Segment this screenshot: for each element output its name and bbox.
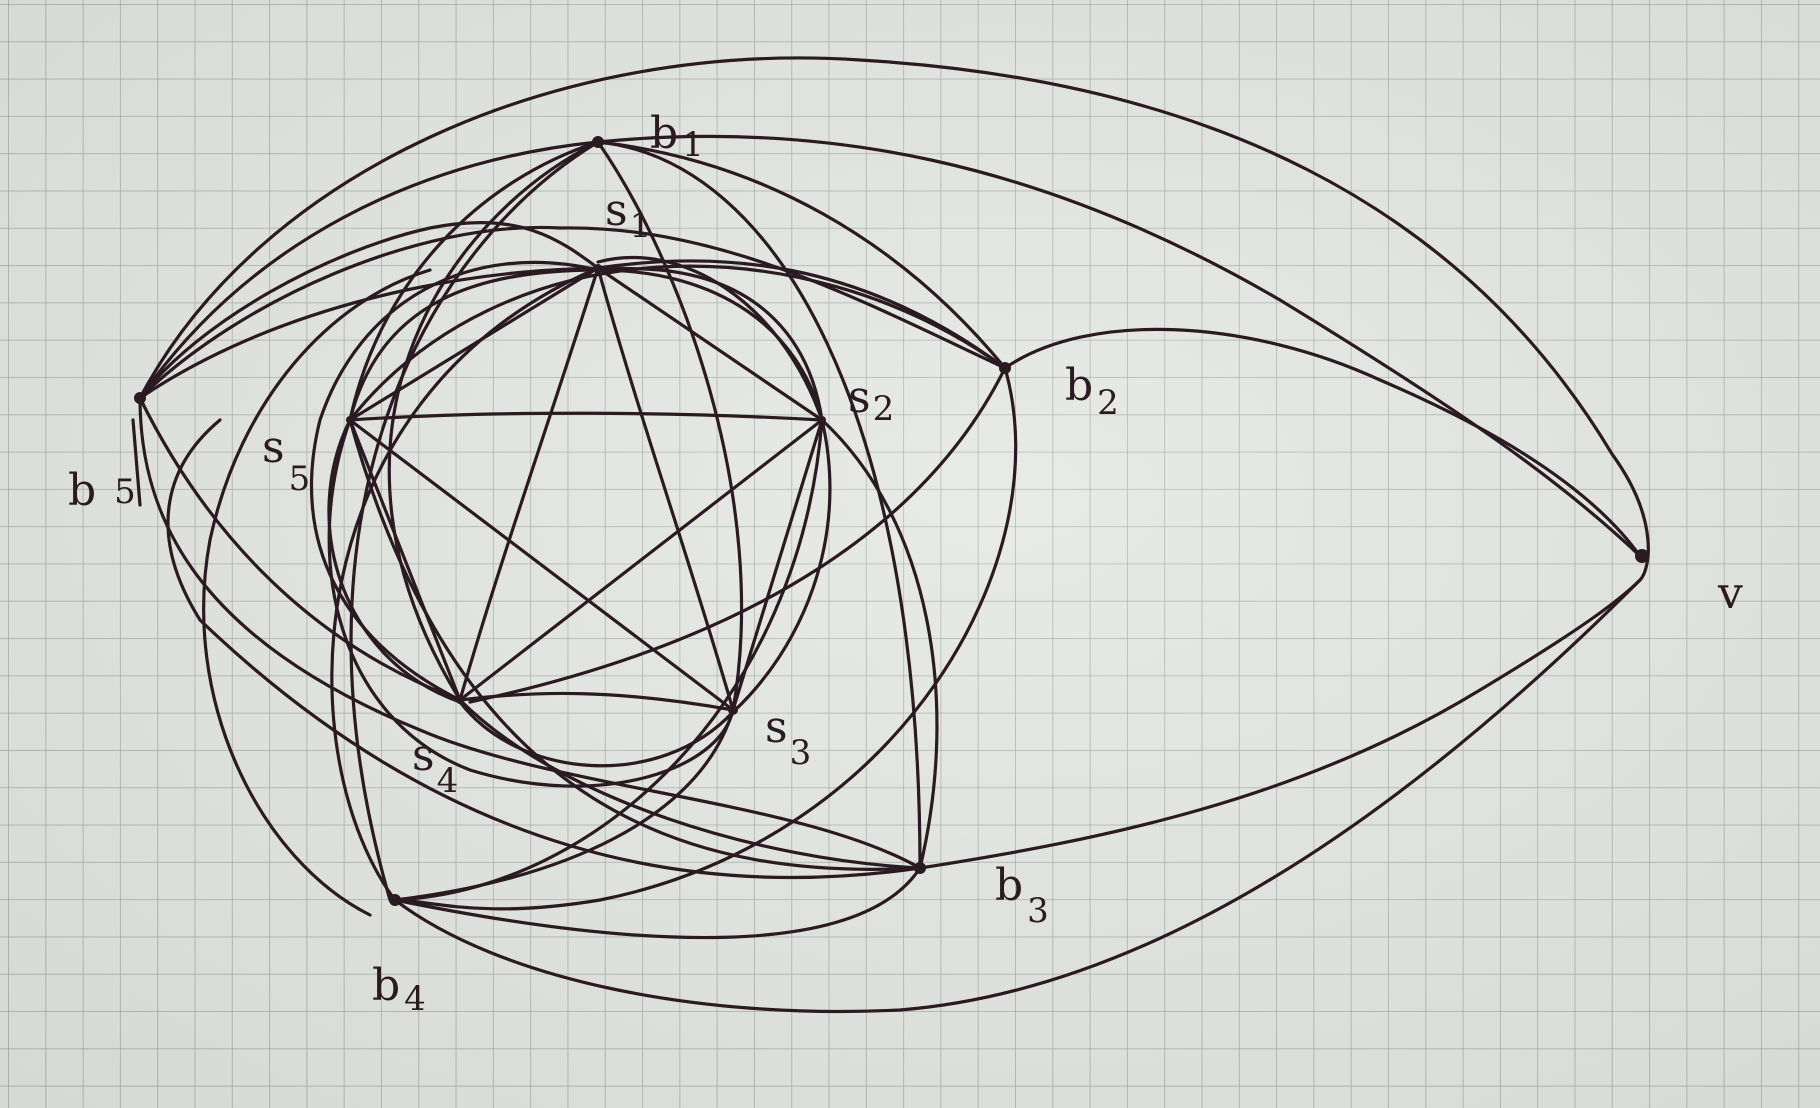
edge-b2-v bbox=[1003, 327, 1642, 558]
edge-b3-s5 bbox=[348, 418, 922, 871]
vertex-s5 bbox=[346, 416, 354, 424]
vertex-s4 bbox=[456, 696, 464, 704]
label-s1: s1 bbox=[605, 185, 651, 246]
label-s2: s2 bbox=[848, 372, 894, 429]
vertex-b4 bbox=[389, 894, 401, 906]
edge-s1-s4 bbox=[458, 266, 600, 702]
edge-b3-s2 bbox=[820, 418, 939, 870]
label-s4: s4 bbox=[412, 730, 458, 801]
edge-b1top-v bbox=[596, 134, 1642, 558]
inner-star bbox=[348, 266, 824, 712]
edge-b1-b4-stroke bbox=[131, 418, 142, 507]
edge-b2-b4 bbox=[393, 366, 1018, 911]
edge-b1-b2-upper bbox=[138, 225, 1007, 400]
edge-b1-s4 bbox=[138, 396, 462, 702]
b3-edges bbox=[166, 418, 1642, 940]
edge-b1top-s3 bbox=[596, 140, 744, 712]
edge-b1-b3 bbox=[138, 396, 922, 870]
b1top-edges bbox=[348, 134, 1642, 902]
vertex-s1 bbox=[594, 264, 602, 272]
curve-big-inner-b bbox=[309, 260, 600, 702]
edge-b4-s1 bbox=[330, 266, 600, 902]
label-s3: s3 bbox=[765, 702, 811, 773]
vertex-v bbox=[1635, 549, 1649, 563]
b2-edges bbox=[348, 259, 1642, 911]
edge-b2-s1 bbox=[596, 259, 1007, 370]
b1-edges bbox=[131, 56, 1650, 870]
edge-b3-s4 bbox=[458, 698, 922, 870]
edge-b1top-b4 bbox=[349, 140, 600, 902]
vertex-b2 bbox=[999, 362, 1011, 374]
curve-s3-s4-arc bbox=[458, 700, 735, 768]
edge-b1top-s5 bbox=[348, 140, 600, 422]
edge-s4-s5 bbox=[348, 418, 462, 702]
edge-b3-b4 bbox=[393, 866, 922, 940]
edge-b4-v bbox=[393, 578, 1642, 1014]
edge-b1top-b3 bbox=[596, 140, 922, 870]
curve-s1-s2-arc bbox=[596, 268, 824, 422]
edge-s1-s2 bbox=[596, 266, 824, 422]
b4-edges bbox=[202, 266, 1642, 1014]
edge-s1-s3 bbox=[596, 266, 735, 712]
edge-b2-s5 bbox=[348, 264, 1007, 422]
vertex-s2 bbox=[818, 416, 826, 424]
edge-b1-b1top bbox=[138, 140, 600, 400]
edge-b4-s2 bbox=[393, 418, 824, 902]
vertex-b1top bbox=[592, 136, 604, 148]
vertices bbox=[134, 136, 1649, 906]
edge-b1-v bbox=[138, 56, 1650, 582]
edge-s2-s4 bbox=[458, 418, 824, 702]
edge-s2-s5 bbox=[348, 411, 824, 422]
curve-big-inner-a bbox=[327, 418, 735, 788]
edge-s2-s3 bbox=[731, 418, 824, 712]
label-v: v bbox=[1717, 568, 1743, 619]
curve-s2-s3-arc bbox=[731, 418, 832, 714]
edge-s5-s3 bbox=[348, 418, 735, 712]
label-s5: s5 bbox=[262, 422, 310, 499]
edge-b4-s5 bbox=[202, 268, 432, 917]
edge-b3-b5 bbox=[166, 418, 922, 880]
edge-b2-s4 bbox=[468, 366, 1007, 704]
vertex-b1 bbox=[134, 392, 146, 404]
edge-b1-s2 bbox=[138, 266, 824, 422]
edge-b1-b5 bbox=[138, 220, 600, 400]
curve-big-inner-c bbox=[596, 256, 824, 422]
vertex-b3 bbox=[914, 862, 926, 874]
vertex-s3 bbox=[728, 705, 738, 715]
edge-b1top-b2 bbox=[596, 140, 1007, 370]
edge-b1top-s4 bbox=[387, 140, 600, 702]
edge-b3-v bbox=[918, 578, 1642, 870]
